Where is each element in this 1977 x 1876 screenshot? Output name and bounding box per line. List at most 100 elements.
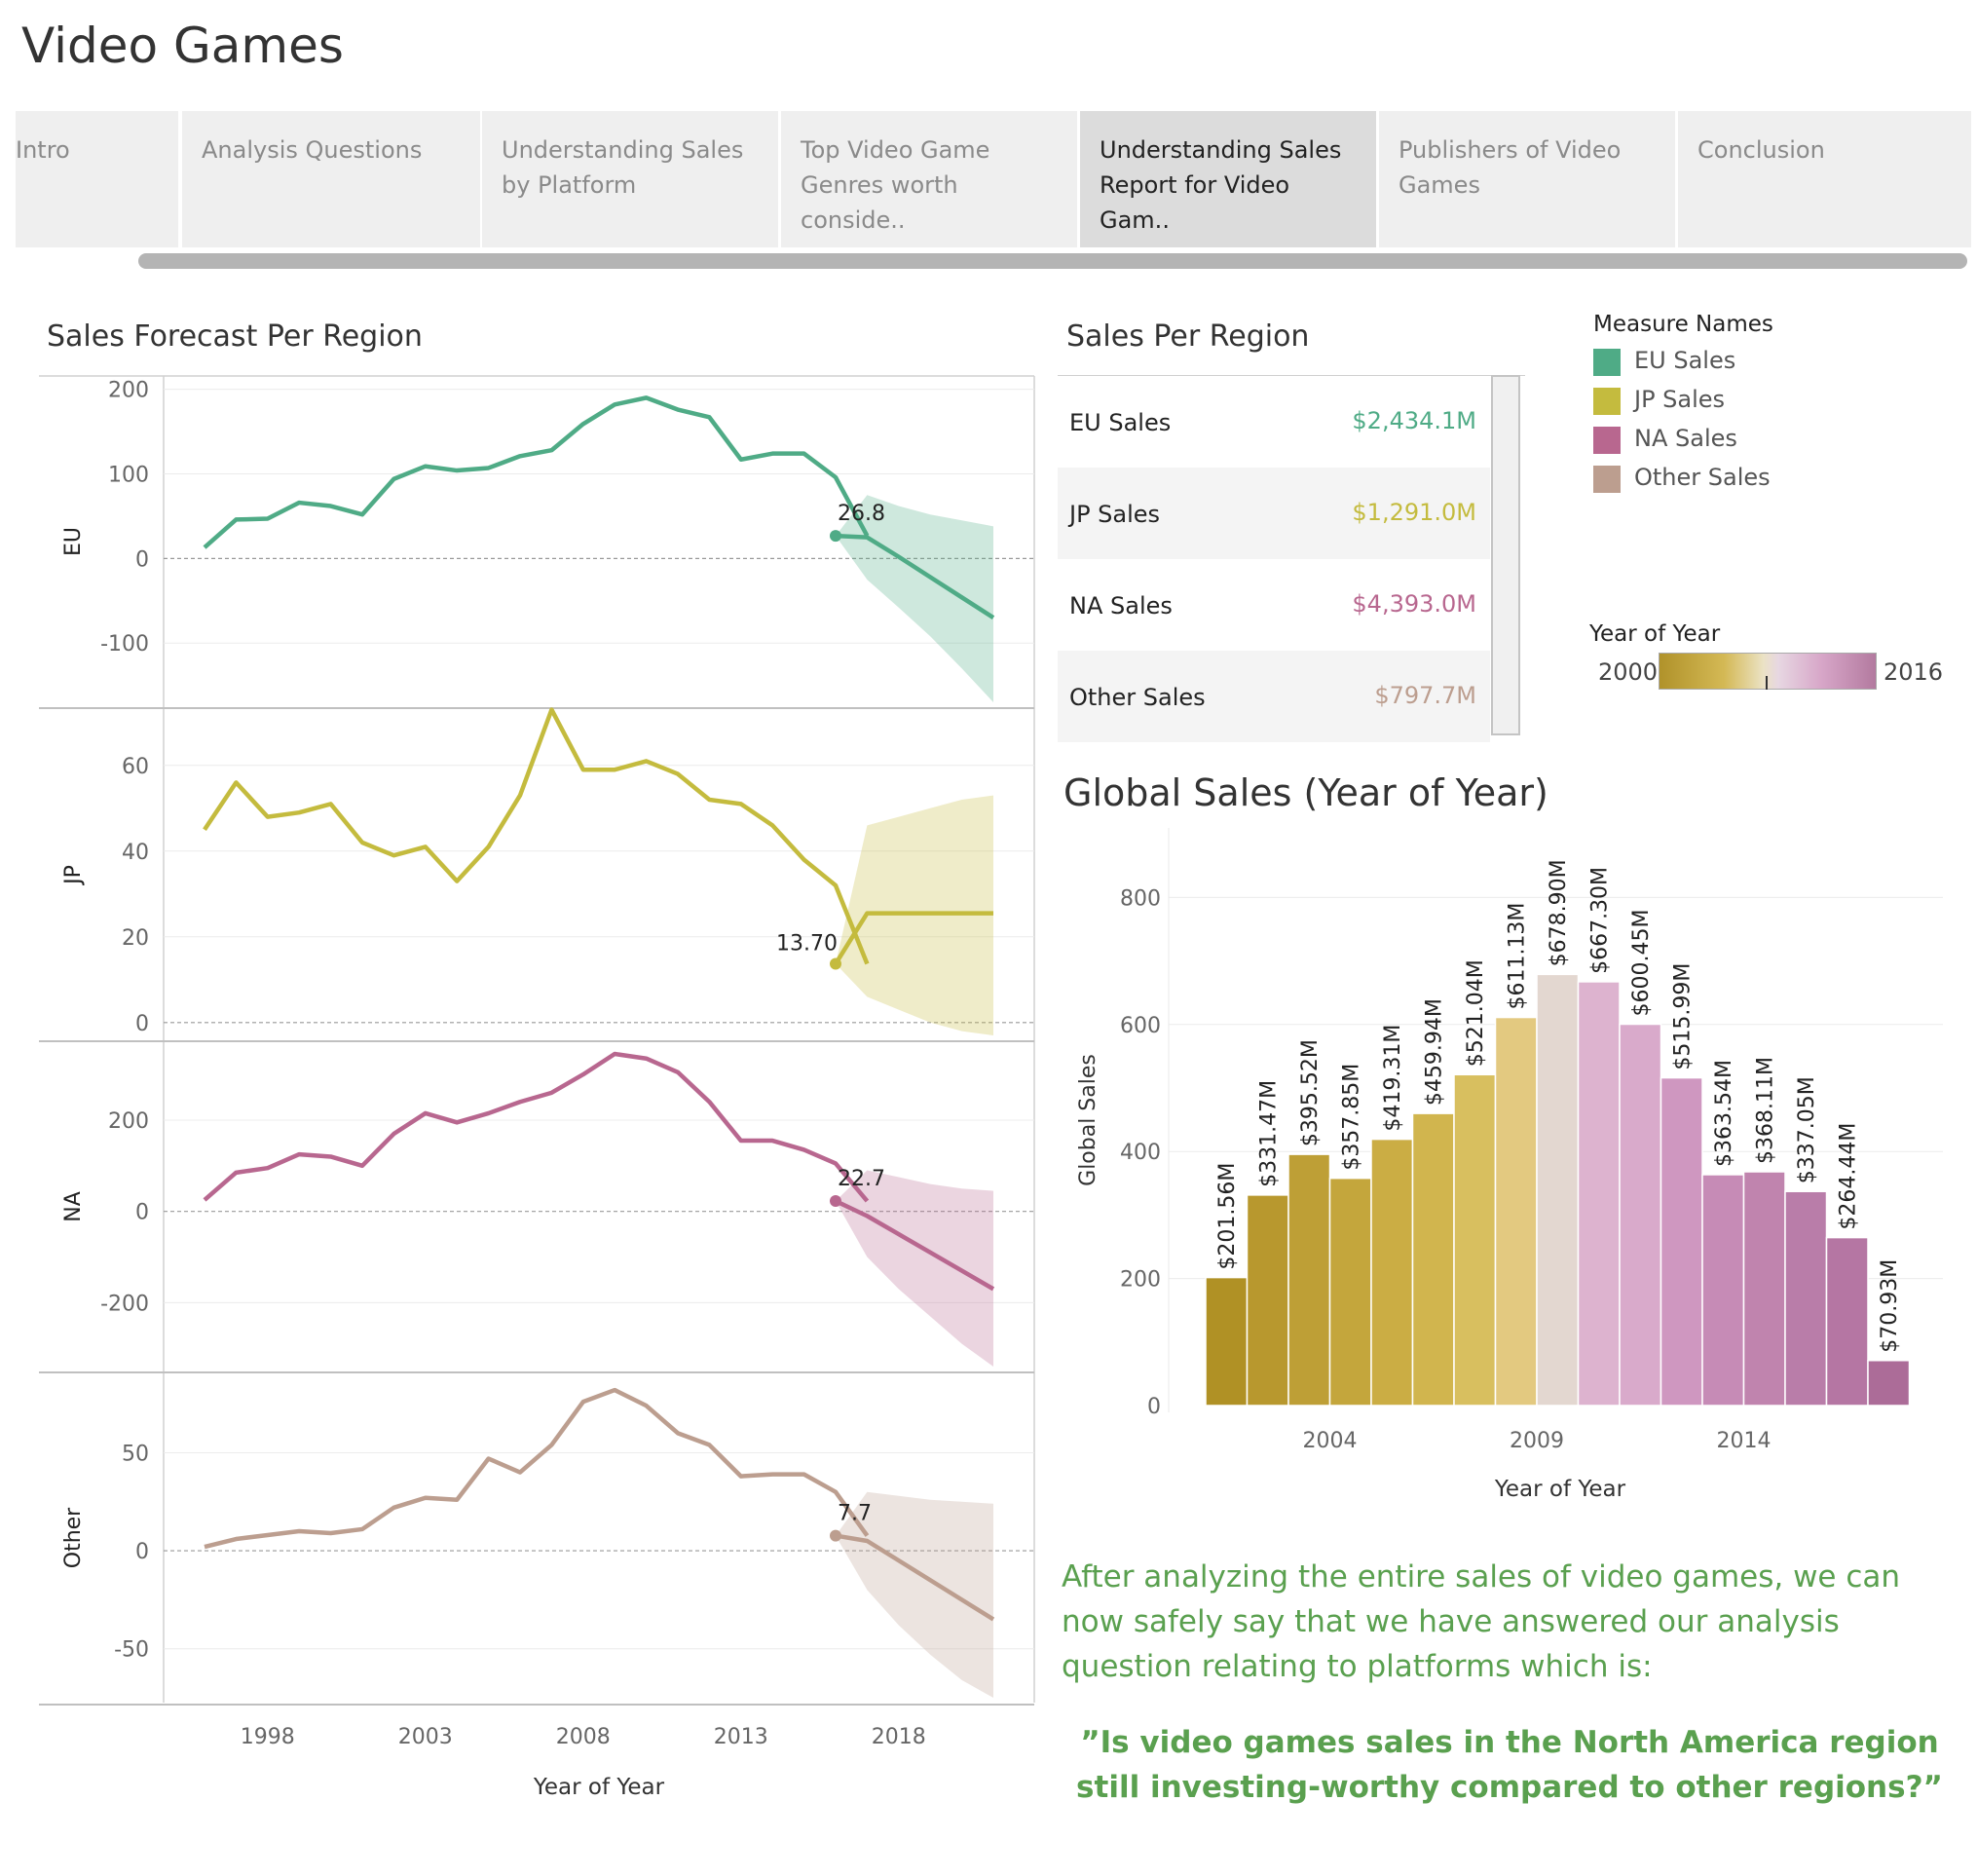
- y-tick-label: 20: [122, 926, 149, 951]
- bar: [1577, 981, 1621, 1407]
- tab-intro[interactable]: Intro: [16, 111, 178, 247]
- table-scrollbar[interactable]: [1491, 375, 1520, 735]
- tabs-scrollbar[interactable]: [138, 253, 1967, 269]
- analysis-question: ”Is video games sales in the North Ameri…: [1076, 1725, 1943, 1805]
- data-label: 13.70: [776, 932, 838, 957]
- row-label: NA Sales: [1069, 592, 1173, 619]
- legend-label: NA Sales: [1634, 425, 1737, 452]
- bar-label: $600.45M: [1629, 910, 1654, 1017]
- bar: [1784, 1190, 1828, 1407]
- x-axis-title: Year of Year: [533, 1775, 665, 1800]
- bar-label: $337.05M: [1795, 1076, 1819, 1183]
- row-value: $2,434.1M: [1352, 407, 1476, 434]
- y-tick-label: 0: [135, 1540, 149, 1564]
- row-value: $797.7M: [1374, 682, 1476, 709]
- y-tick-label: -50: [114, 1638, 149, 1663]
- row-label: JP Sales: [1069, 501, 1161, 528]
- global-sales-chart: 0 200 400 600 800 $201.56M $331.47M $395.52M $35…: [1076, 828, 1943, 1502]
- dashboard-title: Video Games: [21, 18, 344, 74]
- global-sales-title: Global Sales (Year of Year): [1063, 771, 1548, 814]
- row-value: $1,291.0M: [1352, 499, 1476, 526]
- tab-publishers[interactable]: Publishers of Video Games: [1379, 111, 1675, 247]
- bar-label: $521.04M: [1464, 959, 1488, 1067]
- panel-jp: 60 40 20 0 JP 13.70: [39, 707, 1034, 1036]
- bar: [1246, 1194, 1289, 1407]
- forecast-start-marker: [830, 1529, 841, 1542]
- series-line-na: [203, 1051, 870, 1203]
- bar-label: $515.99M: [1671, 963, 1696, 1070]
- y-tick-label: 0: [1147, 1395, 1161, 1419]
- tab-top-genres[interactable]: Top Video Game Genres worth conside..: [781, 111, 1077, 247]
- forecast-chart: 2001000-100EU26.86040200JP13.702000-200N…: [39, 375, 1035, 1800]
- y-axis-title: Global Sales: [1076, 1054, 1100, 1186]
- x-tick-label: 2018: [872, 1725, 926, 1749]
- legend-swatch: [1593, 388, 1621, 415]
- bar-label: $419.31M: [1381, 1025, 1405, 1132]
- x-tick-label: 1998: [241, 1725, 295, 1749]
- bar: [1825, 1236, 1869, 1407]
- row-label: EU Sales: [1069, 409, 1172, 436]
- x-tick-label: 2008: [556, 1725, 611, 1749]
- bar-label: $363.54M: [1712, 1060, 1736, 1167]
- y-tick-label: 40: [122, 841, 149, 865]
- bar: [1453, 1073, 1497, 1407]
- legend-label: JP Sales: [1634, 386, 1726, 413]
- x-tick-label: 2013: [714, 1725, 768, 1749]
- bar: [1411, 1112, 1455, 1407]
- tab-conclusion[interactable]: Conclusion: [1678, 111, 1971, 247]
- bar: [1660, 1076, 1703, 1407]
- panel-eu: 200 100 0 -100 EU 26.8: [61, 379, 1034, 702]
- bar: [1370, 1138, 1414, 1407]
- data-label: 22.7: [838, 1167, 885, 1191]
- tab-sales-report[interactable]: Understanding Sales Report for Video Gam…: [1080, 111, 1376, 247]
- forecast-start-marker: [830, 530, 841, 543]
- story-tabs: Intro Analysis Questions Understanding S…: [16, 111, 1971, 247]
- bar-label: $678.90M: [1547, 859, 1571, 966]
- forecast-start-marker: [830, 1195, 841, 1208]
- tab-label: Understanding Sales by Platform: [502, 136, 744, 199]
- forecast-band: [836, 495, 993, 702]
- table-row: JP Sales $1,291.0M: [1058, 468, 1490, 559]
- region-label: EU: [61, 527, 86, 556]
- y-tick-label: 200: [108, 379, 149, 403]
- tab-label: Understanding Sales Report for Video Gam…: [1100, 136, 1342, 234]
- tab-label: Intro: [16, 136, 70, 164]
- forecast-line-jp: [834, 911, 993, 965]
- bar: [1536, 973, 1580, 1407]
- bar-label: $611.13M: [1506, 903, 1530, 1010]
- tab-sales-by-platform[interactable]: Understanding Sales by Platform: [482, 111, 778, 247]
- bar-label: $331.47M: [1257, 1080, 1282, 1187]
- panel-na: 200 0 -200 NA 22.7: [39, 1040, 1034, 1367]
- row-label: Other Sales: [1069, 684, 1206, 711]
- bar-label: $667.30M: [1588, 867, 1613, 974]
- bar: [1494, 1016, 1538, 1407]
- tab-label: Conclusion: [1697, 136, 1825, 164]
- year-ramp-marker: [1766, 676, 1768, 690]
- bar: [1287, 1153, 1331, 1407]
- region-label: JP: [61, 865, 86, 886]
- y-tick-label: 50: [122, 1442, 149, 1466]
- legend-title: Measure Names: [1593, 312, 1773, 337]
- bar-label: $357.85M: [1340, 1064, 1364, 1171]
- legend-swatch: [1593, 466, 1621, 493]
- bar: [1742, 1171, 1786, 1407]
- series-line-other: [204, 1387, 870, 1550]
- x-tick-label: 2004: [1303, 1429, 1358, 1453]
- legend-label: EU Sales: [1634, 347, 1736, 374]
- y-tick-label: 200: [108, 1109, 149, 1134]
- table-row: NA Sales $4,393.0M: [1058, 559, 1490, 651]
- bar-label: $368.11M: [1754, 1057, 1778, 1164]
- bar: [1619, 1023, 1662, 1407]
- y-tick-label: 800: [1120, 886, 1161, 911]
- tab-label: Analysis Questions: [202, 136, 423, 164]
- x-tick-label: 2003: [398, 1725, 453, 1749]
- y-tick-label: -100: [100, 632, 149, 657]
- sales-per-region-title: Sales Per Region: [1066, 319, 1310, 354]
- y-tick-label: 0: [135, 547, 149, 572]
- narrative-text: After analyzing the entire sales of vide…: [1062, 1559, 1901, 1684]
- forecast-band: [836, 1170, 993, 1367]
- tab-analysis-questions[interactable]: Analysis Questions: [182, 111, 480, 247]
- bar: [1867, 1360, 1911, 1407]
- bar-label: $201.56M: [1215, 1163, 1240, 1270]
- forecast-line-eu: [835, 533, 995, 620]
